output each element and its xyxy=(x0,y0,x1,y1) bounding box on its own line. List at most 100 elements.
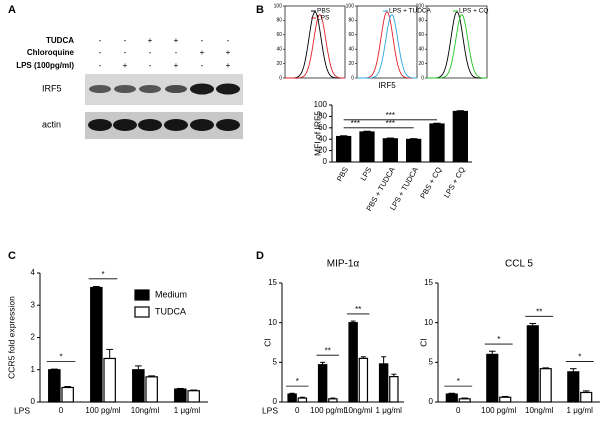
band xyxy=(165,85,187,93)
condition-label: TUDCA xyxy=(46,36,74,45)
x-tick-label: 100 pg/ml xyxy=(310,406,345,415)
y-tick-label: 40 xyxy=(318,134,327,143)
panel-label: C xyxy=(8,250,16,262)
y-tick-label: 40 xyxy=(276,47,282,53)
y-tick-label: 60 xyxy=(318,123,327,132)
histogram-frame xyxy=(284,5,346,79)
band xyxy=(190,83,214,95)
histogram-curve xyxy=(285,14,345,79)
significance-label: *** xyxy=(351,119,360,128)
condition-sign: - xyxy=(124,48,127,57)
condition-sign: + xyxy=(200,48,205,57)
legend-label: LPS xyxy=(317,15,330,22)
y-tick-label: 0 xyxy=(31,397,36,406)
bar xyxy=(539,368,552,403)
condition-sign: - xyxy=(149,61,152,70)
y-tick-label: 40 xyxy=(348,47,354,53)
legend-label: TUDCA xyxy=(155,306,186,316)
band xyxy=(138,119,162,131)
legend-swatch xyxy=(134,289,150,301)
band xyxy=(139,85,161,93)
y-tick-label: 0 xyxy=(421,75,424,81)
condition-sign: - xyxy=(99,61,102,70)
bar xyxy=(132,369,145,403)
bar xyxy=(90,286,103,403)
bar xyxy=(174,388,187,403)
condition-sign: - xyxy=(201,61,204,70)
x-tick-label: 0 xyxy=(295,406,300,415)
bar xyxy=(452,110,468,163)
x-tick-label: 1 μg/ml xyxy=(567,406,594,415)
y-tick-label: 60 xyxy=(418,32,424,38)
y-tick-label: 80 xyxy=(418,18,424,24)
bar xyxy=(103,357,116,403)
legend-label: LPS + CQ xyxy=(459,8,488,15)
y-tick-label: 20 xyxy=(318,146,327,155)
western-blot xyxy=(85,74,243,139)
significance-label: * xyxy=(497,335,500,344)
histogram-frame xyxy=(356,5,418,79)
panel-label: B xyxy=(256,4,264,16)
y-tick-label: 60 xyxy=(348,32,354,38)
condition-sign: + xyxy=(123,61,128,70)
bar xyxy=(458,398,471,403)
legend-label: PBS xyxy=(317,8,331,15)
y-tick-label: 10 xyxy=(268,318,277,327)
significance-label: * xyxy=(101,270,104,279)
y-tick-label: 0 xyxy=(279,75,282,81)
condition-sign: + xyxy=(174,61,179,70)
condition-sign: - xyxy=(149,48,152,57)
blot-label: actin xyxy=(42,119,61,129)
x-tick-label: 10ng/ml xyxy=(131,406,160,415)
y-axis-label: CI xyxy=(418,338,428,347)
bar xyxy=(389,376,399,403)
bar xyxy=(406,138,422,163)
y-axis-label: CI xyxy=(262,338,272,347)
bar xyxy=(580,391,593,403)
bar xyxy=(358,357,369,403)
band xyxy=(113,119,137,131)
condition-label: LPS (100pg/ml) xyxy=(16,61,74,70)
panel-label: D xyxy=(256,250,264,262)
significance-label: *** xyxy=(386,111,395,120)
y-tick-label: 80 xyxy=(276,18,282,24)
x-tick-label: 10ng/ml xyxy=(344,406,373,415)
significance-label: *** xyxy=(386,119,395,128)
condition-sign: - xyxy=(175,48,178,57)
bar xyxy=(48,369,61,403)
condition-sign: - xyxy=(227,36,230,45)
bar xyxy=(145,376,158,403)
y-tick-label: 5 xyxy=(429,357,434,366)
y-tick-label: 100 xyxy=(274,3,283,9)
y-tick-label: 15 xyxy=(424,278,433,287)
condition-sign: - xyxy=(99,36,102,45)
condition-sign: - xyxy=(201,36,204,45)
bar xyxy=(445,393,458,403)
x-tick-label: 100 pg/ml xyxy=(85,406,120,415)
y-tick-label: 100 xyxy=(314,100,328,109)
y-tick-label: 1 xyxy=(31,365,36,374)
x-tick-label: 0 xyxy=(59,406,64,415)
condition-label: Chloroquine xyxy=(27,48,75,57)
bar xyxy=(317,364,328,403)
bar xyxy=(499,396,512,403)
y-tick-label: 15 xyxy=(268,278,277,287)
x-axis-label: IRF5 xyxy=(378,81,396,90)
significance-label: ** xyxy=(325,346,331,355)
y-tick-label: 40 xyxy=(418,47,424,53)
significance-label: * xyxy=(59,352,62,361)
bar xyxy=(287,393,297,403)
x-tick-label: 0 xyxy=(456,406,461,415)
y-tick-label: 80 xyxy=(348,18,354,24)
band xyxy=(216,119,240,131)
y-tick-label: 4 xyxy=(31,268,36,277)
y-tick-label: 0 xyxy=(351,75,354,81)
x-tick-label: 100 pg/ml xyxy=(481,406,516,415)
significance-label: ** xyxy=(536,307,542,316)
y-tick-label: 0 xyxy=(273,397,278,406)
bar xyxy=(486,353,499,403)
x-prefix-label: LPS xyxy=(262,405,278,415)
y-tick-label: 20 xyxy=(276,61,282,67)
